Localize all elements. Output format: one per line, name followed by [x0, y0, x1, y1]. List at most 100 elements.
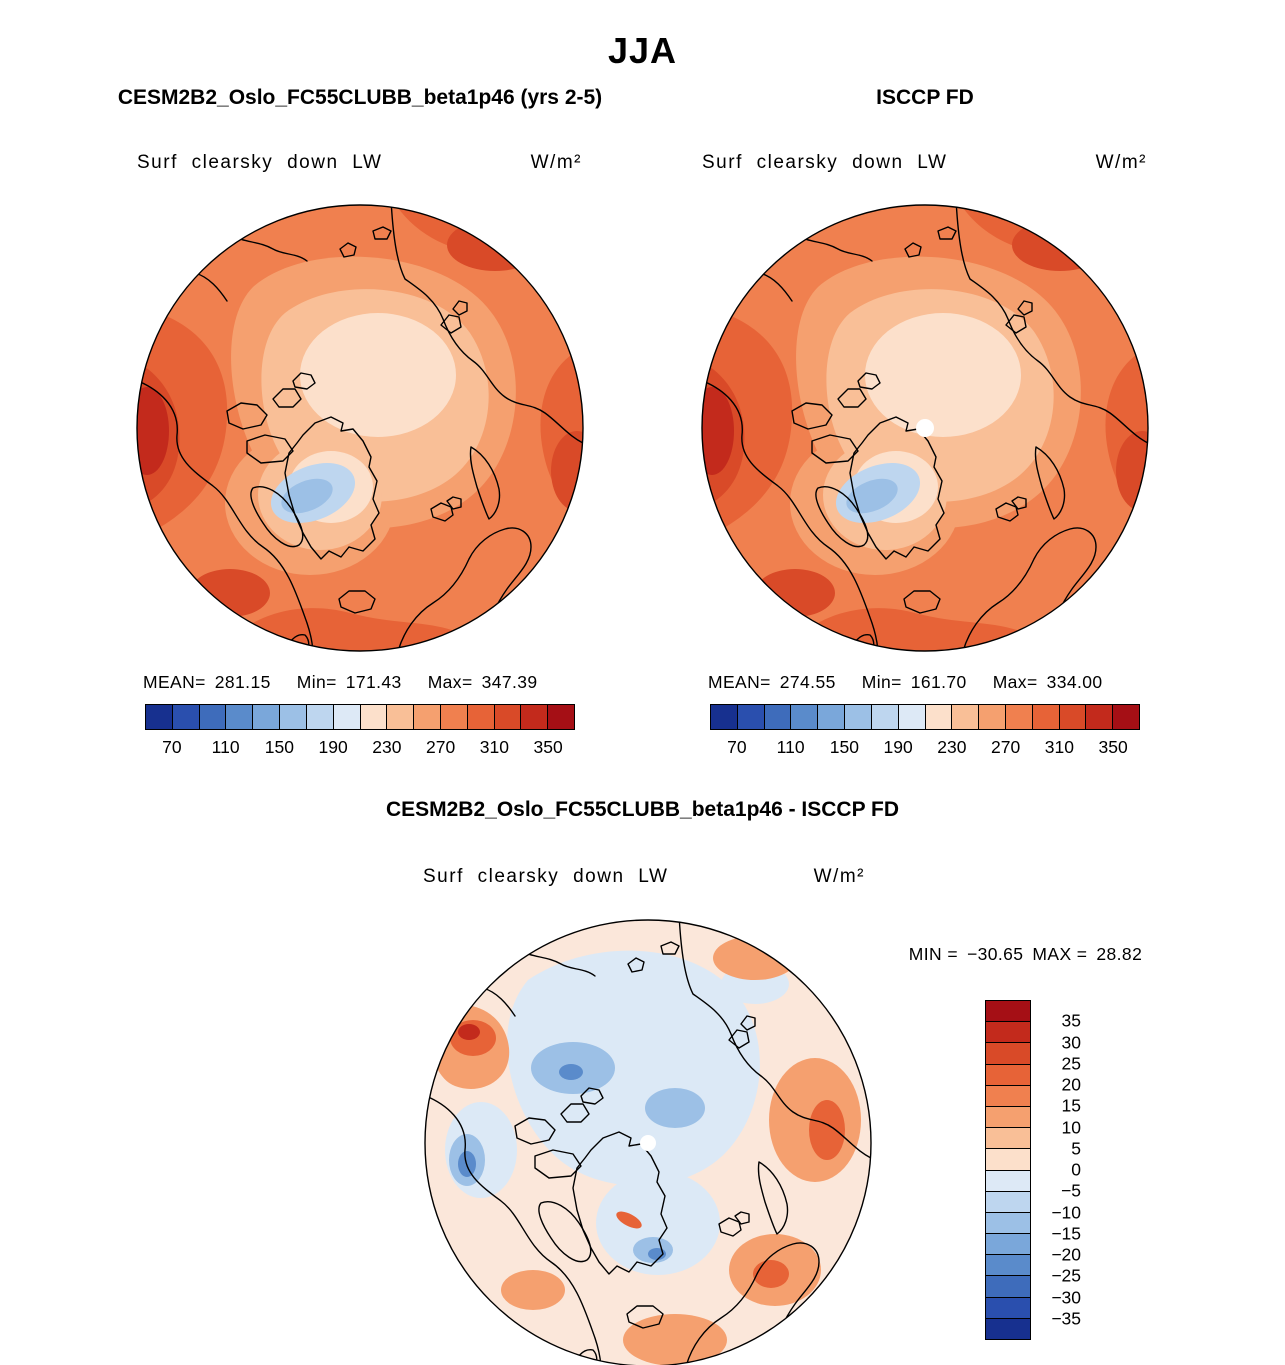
colorbar-segment: [791, 705, 819, 729]
colorbar-segment: [548, 705, 574, 729]
colorbar-tick-label: 190: [883, 737, 913, 757]
colorbar-segment: [845, 705, 872, 729]
colorbar-tick-label: 20: [1061, 1074, 1081, 1095]
colorbar-segment: [925, 705, 953, 729]
colorbar-segment: [280, 705, 307, 729]
diff-colorbar-ticks: 35 30 25 20 15 10 5 0 −5 −10 −15 −20 −25 −30 −35: [1041, 1000, 1091, 1340]
colorbar-tick-label: 5: [1071, 1138, 1081, 1159]
colorbar-tick-label: 0: [1071, 1159, 1081, 1180]
obs-units-label: W/m²: [1095, 152, 1147, 173]
colorbar-tick-label: −10: [1051, 1202, 1081, 1222]
colorbar-tick-label: 270: [991, 737, 1021, 757]
colorbar-segment: [979, 705, 1006, 729]
colorbar-segment: [414, 705, 441, 729]
obs-subtitle: Surf clearsky down LW W/m²: [702, 152, 1147, 174]
model-max-value: 347.39: [481, 672, 538, 692]
obs-mean-value: 274.55: [779, 672, 836, 692]
colorbar-segment: [986, 1318, 1030, 1339]
colorbar-segment: [952, 705, 980, 729]
model-min-value: 171.43: [345, 672, 402, 692]
colorbar-tick-label: −20: [1051, 1244, 1081, 1265]
colorbar-tick-label: −30: [1051, 1287, 1081, 1307]
colorbar-segment: [818, 705, 846, 729]
colorbar-tick-label: 35: [1061, 1010, 1081, 1031]
colorbar-segment: [986, 1234, 1030, 1256]
diff-minmax: MIN = −30.65 MAX = 28.82: [880, 944, 1180, 965]
colorbar-tick-label: 150: [264, 737, 294, 757]
diff-map: [424, 919, 872, 1365]
colorbar-tick-label: 270: [426, 737, 456, 757]
colorbar-segment: [306, 705, 334, 729]
colorbar-segment: [986, 1212, 1030, 1235]
colorbar-tick-label: 310: [479, 737, 509, 757]
colorbar-segment: [494, 705, 522, 729]
colorbar-segment: [986, 1255, 1030, 1277]
model-mean-label: MEAN=: [143, 672, 206, 692]
obs-panel-title: ISCCP FD: [876, 86, 974, 109]
colorbar-segment: [253, 705, 281, 729]
diff-units-label: W/m²: [813, 866, 865, 887]
diff-min-label: MIN =: [908, 944, 958, 964]
colorbar-segment: [986, 1022, 1030, 1044]
colorbar-tick-label: 230: [937, 737, 967, 757]
obs-colorbar-segments: [710, 704, 1140, 730]
obs-min-value: 161.70: [910, 672, 967, 692]
colorbar-tick-label: 350: [1098, 737, 1128, 757]
diff-min-value: −30.65: [966, 944, 1024, 964]
colorbar-tick-label: 70: [162, 737, 182, 757]
model-map: [115, 183, 603, 663]
diff-max-label: MAX =: [1032, 944, 1088, 964]
colorbar-tick-label: 25: [1061, 1053, 1081, 1074]
colorbar-segment: [986, 1170, 1030, 1192]
colorbar-tick-label: 150: [829, 737, 859, 757]
obs-stats: MEAN= 274.55 Min= 161.70 Max= 334.00: [708, 672, 1129, 693]
colorbar-segment: [172, 705, 200, 729]
obs-mean-label: MEAN=: [708, 672, 771, 692]
colorbar-tick-label: −35: [1051, 1308, 1081, 1329]
colorbar-tick-label: −15: [1051, 1223, 1081, 1244]
colorbar-segment: [986, 1149, 1030, 1171]
model-colorbar-ticks: 70 110 150 190 230 270 310 350: [145, 737, 575, 759]
colorbar-segment: [986, 1297, 1030, 1319]
model-subtitle: Surf clearsky down LW W/m²: [137, 152, 582, 174]
colorbar-segment: [199, 705, 227, 729]
colorbar-tick-label: 310: [1044, 737, 1074, 757]
colorbar-tick-label: 70: [727, 737, 747, 757]
colorbar-segment: [986, 1191, 1030, 1213]
colorbar-segment: [986, 1106, 1030, 1129]
colorbar-segment: [737, 705, 765, 729]
colorbar-tick-label: 230: [372, 737, 402, 757]
colorbar-tick-label: 30: [1061, 1032, 1081, 1052]
colorbar-segment: [1032, 705, 1060, 729]
pole-missing-dot: [640, 1135, 656, 1151]
colorbar-segment: [986, 1001, 1030, 1023]
colorbar-segment: [1086, 705, 1114, 729]
colorbar-segment: [898, 705, 926, 729]
colorbar-segment: [521, 705, 549, 729]
colorbar-segment: [1113, 705, 1139, 729]
diff-field-label: Surf clearsky down LW: [423, 866, 669, 887]
colorbar-segment: [711, 705, 738, 729]
diff-colorbar: 35 30 25 20 15 10 5 0 −5 −10 −15 −20 −25 −30 −35: [985, 1000, 1081, 1340]
model-field-label: Surf clearsky down LW: [137, 152, 383, 173]
model-colorbar: 70 110 150 190 230 270 310 350: [145, 704, 575, 759]
colorbar-tick-label: 110: [211, 737, 240, 757]
obs-min-label: Min=: [861, 672, 902, 692]
obs-field-label: Surf clearsky down LW: [702, 152, 948, 173]
colorbar-segment: [440, 705, 468, 729]
model-colorbar-segments: [145, 704, 575, 730]
obs-max-value: 334.00: [1046, 672, 1103, 692]
colorbar-tick-label: 190: [318, 737, 348, 757]
model-panel-title: CESM2B2_Oslo_FC55CLUBB_beta1p46 (yrs 2-5…: [117, 86, 603, 109]
colorbar-segment: [764, 705, 792, 729]
colorbar-segment: [146, 705, 173, 729]
model-stats: MEAN= 281.15 Min= 171.43 Max= 347.39: [143, 672, 564, 693]
colorbar-segment: [986, 1276, 1030, 1298]
colorbar-segment: [986, 1064, 1030, 1086]
colorbar-segment: [226, 705, 254, 729]
diff-colorbar-segments: [985, 1000, 1031, 1340]
model-units-label: W/m²: [530, 152, 582, 173]
colorbar-segment: [387, 705, 415, 729]
diff-subtitle: Surf clearsky down LW W/m²: [423, 866, 865, 888]
